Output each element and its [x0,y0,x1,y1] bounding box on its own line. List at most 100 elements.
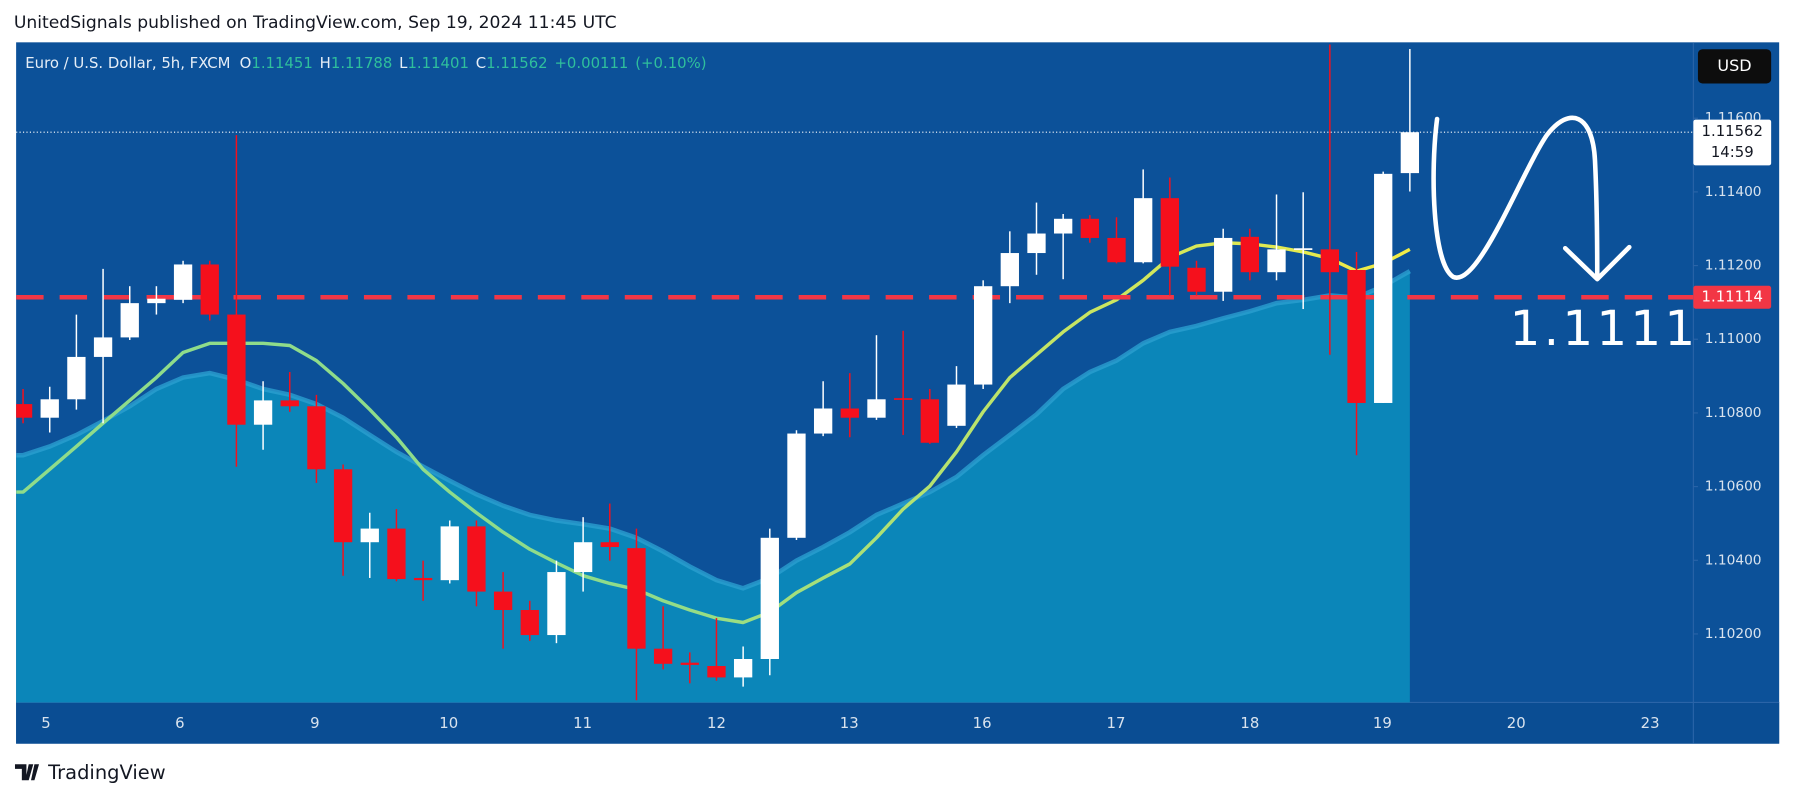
legend-change: +0.00111 [554,54,628,72]
candle-body [813,408,833,434]
currency-label[interactable]: USD [1717,56,1751,75]
candle-body [760,537,779,659]
currency-button[interactable] [1697,49,1772,84]
candle-body [1080,218,1099,238]
level-label-box [1693,285,1772,309]
legend-change-percent: (+0.10%) [635,54,706,72]
candle-body [707,665,726,678]
candle-body [867,399,886,418]
x-tick-label: 11 [573,714,592,732]
brand-name: TradingView [47,761,166,784]
x-tick-label: 16 [973,714,992,732]
candle-body [547,572,566,636]
candle-body [360,528,379,543]
y-tick-label: 1.11000 [1705,331,1762,347]
countdown-label: 14:59 [1711,143,1754,161]
candle-body [200,264,219,315]
candle-body [920,399,939,443]
x-tick-label: 18 [1240,714,1259,732]
brand: TradingView [14,761,166,784]
candle-body [333,469,353,543]
candle-body [67,356,86,400]
x-tick-label: 23 [1641,714,1660,732]
legend-value: 1.11788 [331,54,392,72]
x-tick-label: 17 [1107,714,1126,732]
candle-body [120,303,139,338]
legend-value: 1.11451 [251,54,312,72]
y-tick-label: 1.10600 [1705,479,1762,495]
candle-body [1240,236,1259,273]
legend-value: 1.11562 [486,54,547,72]
x-tick-label: 10 [439,714,458,732]
candle-body [520,610,539,636]
x-tick-label: 9 [310,714,319,732]
candle-body [440,526,459,581]
area-fill [16,271,1410,703]
current-price-label: 1.11562 [1702,122,1763,140]
level-label: 1.11114 [1702,287,1763,305]
candle-body [627,548,646,649]
candle-body [493,591,513,611]
candle-body [840,408,859,418]
candle-body [893,398,913,400]
candle-body [1187,267,1206,292]
overlay: 1.10200 1.10400 1.10600 1.10800 1.11000 1.112… [25,54,1772,732]
candle-body [733,658,753,678]
candle-body [573,542,593,573]
candle-body [16,404,33,418]
candle-body [1027,233,1046,254]
candle-body [253,400,273,425]
candle-body [413,577,433,581]
candle-body [173,264,193,300]
candle-body [227,314,246,425]
legend-prefix: L [399,54,408,72]
candle-body [1347,269,1366,403]
candle-body [600,542,619,548]
y-tick-label: 1.11400 [1705,184,1762,200]
legend-value: 1.11401 [407,54,468,72]
candle-body [1160,198,1179,267]
candle-body [1134,198,1153,263]
x-tick-label: 12 [707,714,726,732]
hand-drawn-arrow [1431,115,1632,282]
candle-body [1320,249,1340,273]
candle-body [680,662,699,665]
candle-body [307,406,326,470]
legend-prefix: C [476,54,486,72]
y-tick-label: 1.10800 [1705,405,1762,421]
y-tick-label: 1.10200 [1705,626,1762,642]
publisher-line: UnitedSignals published on TradingView.c… [14,13,617,33]
x-tick-label: 13 [840,714,859,732]
y-tick-label: 1.11200 [1705,258,1762,274]
candle-body [1054,218,1073,234]
brand-logo [14,764,40,781]
x-tick-label: 20 [1507,714,1526,732]
candle-body [947,384,966,426]
candle-body [147,298,166,304]
candle-body [40,399,59,418]
candle-body [467,526,486,592]
candle-body [1400,132,1420,174]
candle-body [93,337,113,357]
candle-body [1214,237,1233,292]
price-annotation: 1.1111 [1510,301,1699,357]
time-axis-background [16,702,1780,744]
candle-body [387,528,406,580]
x-tick-label: 19 [1373,714,1392,732]
candle-body [974,286,993,385]
candle-body [1267,249,1286,273]
candle-body [653,648,673,664]
legend-prefix: O [240,54,252,72]
x-tick-label: 5 [41,714,50,732]
candle-body [1107,237,1126,263]
candle-body [1294,248,1313,250]
y-tick-label: 1.10400 [1705,552,1762,568]
candle-body [787,433,806,538]
candle-body [1000,253,1019,287]
legend-prefix: H [320,54,331,72]
legend: Euro / U.S. Dollar, 5h, FXCM O1.11451 H1.1… [25,54,706,72]
x-tick-label: 6 [175,714,184,732]
candle-body [1374,173,1393,403]
plot-area [16,44,1694,703]
